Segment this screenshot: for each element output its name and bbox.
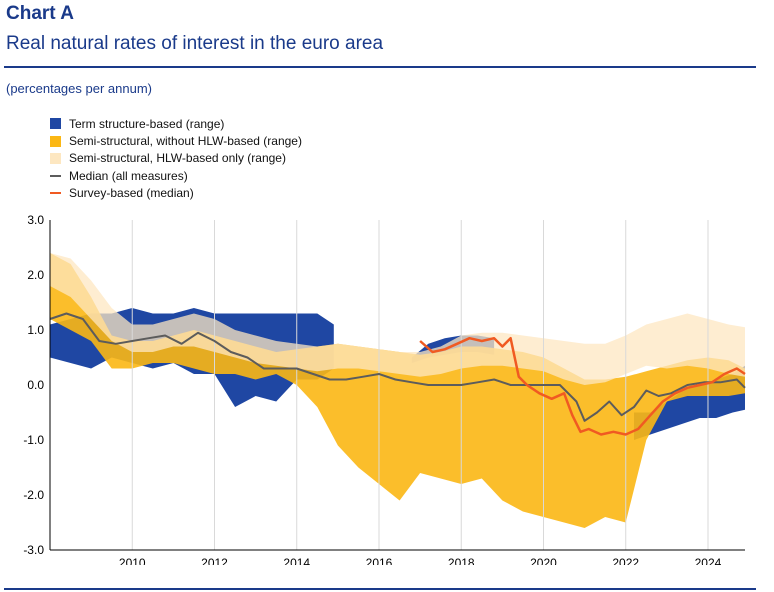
y-tick-label: -3.0	[23, 543, 44, 557]
chart-label: Chart A	[6, 3, 74, 24]
top-rule	[4, 66, 756, 68]
legend-item: Semi-structural, HLW-based only (range)	[50, 150, 302, 167]
y-tick-label: -1.0	[23, 433, 44, 447]
units-label: (percentages per annum)	[6, 81, 152, 96]
x-tick-label: 2018	[448, 556, 475, 565]
legend-swatch	[50, 174, 61, 177]
legend-item: Semi-structural, without HLW-based (rang…	[50, 132, 302, 149]
bottom-rule	[4, 588, 756, 590]
legend-swatch	[50, 135, 61, 147]
chart-plot: 3.0 2.0 1.0 0.0 -1.0 -2.0 -3.0 2010 2012 2014 2016…	[23, 213, 746, 565]
legend-label: Median (all measures)	[69, 168, 188, 183]
legend-item: Term structure-based (range)	[50, 115, 302, 132]
chart-title: Real natural rates of interest in the eu…	[6, 33, 384, 54]
legend: Term structure-based (range) Semi-struct…	[50, 115, 302, 202]
x-tick-label: 2010	[119, 556, 146, 565]
x-tick-label: 2022	[612, 556, 639, 565]
legend-label: Survey-based (median)	[69, 186, 194, 201]
series-line	[49, 312, 746, 422]
legend-label: Term structure-based (range)	[69, 116, 225, 131]
range-band	[50, 253, 745, 528]
y-tick-label: 0.0	[27, 378, 44, 392]
series-line	[419, 336, 746, 436]
legend-item: Median (all measures)	[50, 167, 302, 184]
x-tick-label: 2016	[366, 556, 393, 565]
x-tick-label: 2014	[283, 556, 310, 565]
y-tick-label: 1.0	[27, 323, 44, 337]
legend-label: Semi-structural, without HLW-based (rang…	[69, 134, 302, 149]
legend-swatch	[50, 152, 61, 164]
legend-item: Survey-based (median)	[50, 185, 302, 202]
y-tick-label: 2.0	[27, 268, 44, 282]
y-tick-label: 3.0	[27, 213, 44, 227]
legend-label: Semi-structural, HLW-based only (range)	[69, 151, 286, 166]
y-tick-label: -2.0	[23, 488, 44, 502]
x-tick-label: 2020	[530, 556, 557, 565]
x-tick-label: 2024	[695, 556, 722, 565]
legend-swatch	[50, 118, 61, 130]
range-band	[50, 253, 745, 385]
legend-swatch	[50, 192, 61, 195]
x-tick-label: 2012	[201, 556, 228, 565]
